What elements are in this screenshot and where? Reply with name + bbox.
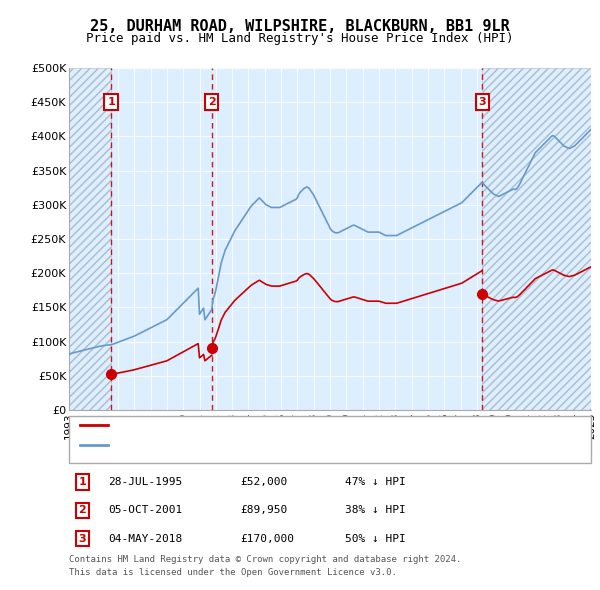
Bar [482,68,591,410]
Text: 25, DURHAM ROAD, WILPSHIRE, BLACKBURN, BB1 9LR: 25, DURHAM ROAD, WILPSHIRE, BLACKBURN, B… [90,19,510,34]
Text: 47% ↓ HPI: 47% ↓ HPI [345,477,406,487]
Text: 25, DURHAM ROAD, WILPSHIRE, BLACKBURN, BB1 9LR (detached house): 25, DURHAM ROAD, WILPSHIRE, BLACKBURN, B… [114,421,523,430]
Text: 2: 2 [79,506,86,515]
Text: Price paid vs. HM Land Registry's House Price Index (HPI): Price paid vs. HM Land Registry's House … [86,32,514,45]
Text: 3: 3 [79,534,86,543]
Text: Contains HM Land Registry data © Crown copyright and database right 2024.: Contains HM Land Registry data © Crown c… [69,555,461,564]
Text: 04-MAY-2018: 04-MAY-2018 [108,534,182,543]
Text: £170,000: £170,000 [240,534,294,543]
Text: 05-OCT-2001: 05-OCT-2001 [108,506,182,515]
Text: 38% ↓ HPI: 38% ↓ HPI [345,506,406,515]
Text: 3: 3 [478,97,486,107]
Bar [69,68,111,410]
Text: This data is licensed under the Open Government Licence v3.0.: This data is licensed under the Open Gov… [69,568,397,577]
Text: 50% ↓ HPI: 50% ↓ HPI [345,534,406,543]
Text: 1: 1 [79,477,86,487]
Text: HPI: Average price, detached house, Ribble Valley: HPI: Average price, detached house, Ribb… [114,441,433,450]
Text: 28-JUL-1995: 28-JUL-1995 [108,477,182,487]
Text: 1: 1 [107,97,115,107]
Text: 2: 2 [208,97,215,107]
Text: £52,000: £52,000 [240,477,287,487]
Text: £89,950: £89,950 [240,506,287,515]
